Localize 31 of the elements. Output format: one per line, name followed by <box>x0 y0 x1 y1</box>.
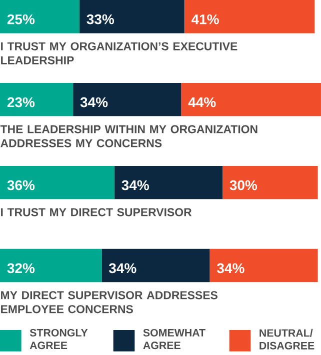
data-label: 23% <box>7 97 35 108</box>
y-tick-label: THE LEADERSHIP WITHIN MY ORGANIZATION ADDRESSES MY CONCERNS <box>0 125 258 148</box>
data-label: 30% <box>230 180 258 190</box>
bar <box>222 166 318 200</box>
bar <box>79 0 184 34</box>
bar <box>181 82 321 116</box>
bar <box>102 248 210 282</box>
bar <box>210 248 318 282</box>
bar <box>0 0 80 34</box>
bar <box>0 166 114 200</box>
y-tick-label: I TRUST MY ORGANIZATION’S EXECUTIVE LEADERSHIP <box>1 42 238 64</box>
data-label: 41% <box>191 14 219 24</box>
bar <box>0 82 74 116</box>
data-label: 34% <box>80 97 108 108</box>
bar <box>114 166 222 200</box>
bar <box>0 248 102 282</box>
legend-label: STRONGLY AGREE <box>30 328 88 350</box>
bar <box>73 82 182 116</box>
data-label: 36% <box>7 180 35 190</box>
data-label: 34% <box>217 263 244 274</box>
data-label: 33% <box>86 14 114 24</box>
data-label: 25% <box>7 14 35 24</box>
data-label: 32% <box>7 263 35 274</box>
data-label: 44% <box>188 97 216 108</box>
data-label: 34% <box>122 180 149 190</box>
legend-label: NEUTRAL/ DISAGREE <box>260 328 314 350</box>
bar <box>184 0 315 34</box>
legend-label: SOMEWHAT AGREE <box>143 328 206 350</box>
y-tick-label: MY DIRECT SUPERVISOR ADDRESSES EMPLOYEE CONCERNS <box>1 291 218 314</box>
data-label: 34% <box>108 263 136 274</box>
y-tick-label: I TRUST MY DIRECT SUPERVISOR <box>1 208 192 216</box>
